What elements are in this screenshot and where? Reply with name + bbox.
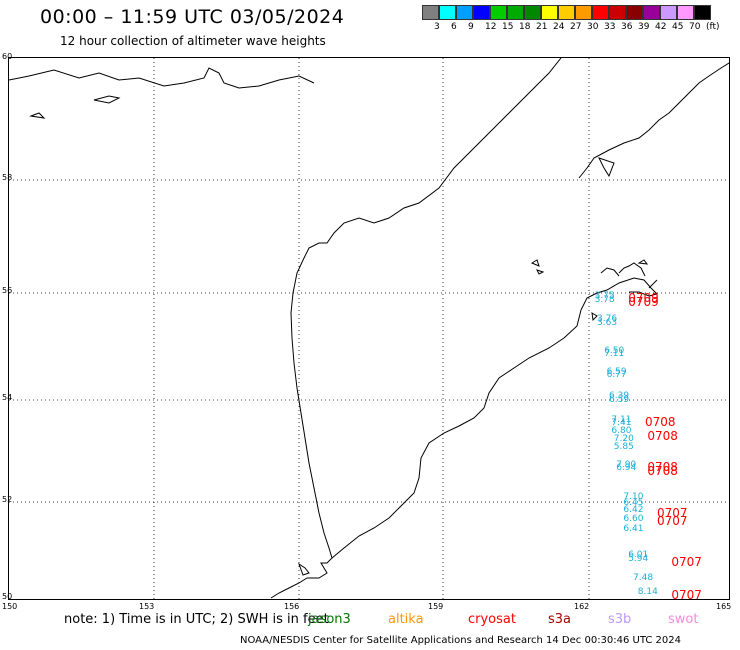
latitude-label: 50 — [2, 592, 13, 601]
wave-height-label: 6.80 — [611, 425, 632, 436]
longitude-label: 150 — [2, 602, 18, 611]
scale-label: 18 — [519, 22, 531, 32]
wave-height-label: 8.14 — [637, 587, 658, 598]
scale-swatch — [524, 5, 541, 20]
wave-height-label: 6.59 — [606, 367, 627, 378]
wave-height-label: 7.48 — [633, 572, 654, 583]
mission-legend-jason3: jason3 — [308, 612, 351, 627]
wave-height-label: 5.94 — [628, 554, 649, 565]
mission-legend-s3b: s3b — [608, 612, 632, 627]
track-time-label: 0707 — [671, 555, 702, 570]
scale-swatch — [507, 5, 524, 20]
scale-label: 3 — [434, 22, 440, 32]
wave-height-label: 6.01 — [628, 550, 649, 561]
map-subtitle: 12 hour collection of altimeter wave hei… — [60, 34, 326, 48]
latitude-label: 60 — [2, 52, 13, 61]
latitude-label: 52 — [2, 495, 13, 504]
scale-label: 27 — [570, 22, 582, 32]
wave-height-label: 6.94 — [616, 463, 637, 474]
scale-label: 33 — [604, 22, 616, 32]
wave-height-label: 6.60 — [623, 514, 644, 525]
mission-legend-altika: altika — [388, 612, 424, 627]
wave-height-label: 6.50 — [604, 345, 625, 356]
wave-height-label: 7.41 — [611, 418, 632, 429]
mission-legend-swot: swot — [668, 612, 699, 627]
scale-swatch — [422, 5, 439, 20]
scale-swatch — [609, 5, 626, 20]
longitude-label: 153 — [139, 602, 155, 611]
scale-swatch — [592, 5, 609, 20]
track-time-label: 0708 — [647, 428, 678, 443]
map-frame: 3.75 3.78 0709 0709 3.76 3.63 6.50 7.11 6.77 6.59… — [8, 57, 730, 603]
longitude-label: 165 — [716, 602, 732, 611]
scale-label: 12 — [485, 22, 497, 32]
wave-height-label: 3.75 — [594, 291, 615, 302]
track-time-label: 0709 — [628, 291, 659, 306]
scale-swatch — [677, 5, 694, 20]
scale-swatch — [473, 5, 490, 20]
scale-swatch — [626, 5, 643, 20]
map-title: 00:00 – 11:59 UTC 03/05/2024 — [40, 6, 345, 28]
mission-legend-cryosat: cryosat — [468, 612, 516, 627]
track-time-label: 0708 — [647, 464, 678, 479]
wave-height-label: 6.39 — [609, 391, 630, 402]
wave-height-label: 7.20 — [613, 433, 634, 444]
wave-height-label: 7.11 — [611, 415, 632, 426]
scale-swatch — [558, 5, 575, 20]
scale-label: 9 — [468, 22, 474, 32]
scale-label: (ft) — [706, 22, 720, 32]
longitude-label: 156 — [284, 602, 300, 611]
scale-label: 70 — [689, 22, 701, 32]
wave-height-label: 6.77 — [606, 369, 627, 380]
credit-line: NOAA/NESDIS Center for Satellite Applica… — [240, 635, 682, 646]
wave-height-label: 3.63 — [597, 318, 618, 329]
track-time-label: 0708 — [647, 460, 678, 475]
wave-height-label: 3.78 — [594, 295, 615, 306]
scale-label: 36 — [621, 22, 633, 32]
wave-height-label: 6.59 — [609, 395, 630, 406]
track-time-label: 0707 — [671, 588, 702, 603]
wave-height-label: 7.10 — [623, 491, 644, 502]
color-scale — [422, 5, 711, 20]
track-time-label: 0707 — [657, 514, 688, 529]
wave-height-label: 7.90 — [616, 460, 637, 471]
scale-swatch — [643, 5, 660, 20]
scale-label: 6 — [451, 22, 457, 32]
track-time-label: 0709 — [628, 295, 659, 310]
scale-swatch — [439, 5, 456, 20]
wave-height-label: 6.45 — [623, 497, 644, 508]
wave-height-label: 7.11 — [604, 349, 625, 360]
observation-layer: 3.75 3.78 0709 0709 3.76 3.63 6.50 7.11 6.77 6.59… — [9, 58, 729, 603]
mission-legend-s3a: s3a — [548, 612, 572, 627]
scale-swatch — [694, 5, 711, 20]
scale-label: 42 — [655, 22, 667, 32]
scale-label: 30 — [587, 22, 599, 32]
latitude-label: 58 — [2, 173, 13, 182]
gridlines — [9, 58, 729, 599]
wave-height-label: 6.41 — [623, 523, 644, 534]
scale-swatch — [660, 5, 677, 20]
wave-height-label: 3.76 — [597, 313, 618, 324]
longitude-label: 159 — [428, 602, 444, 611]
footer-note: note: 1) Time is in UTC; 2) SWH is in fe… — [64, 612, 329, 627]
coastline — [9, 58, 729, 599]
track-time-label: 0707 — [657, 505, 688, 520]
track-time-label: 0708 — [645, 415, 676, 430]
scale-swatch — [490, 5, 507, 20]
scale-label: 45 — [672, 22, 684, 32]
scale-swatch — [456, 5, 473, 20]
wave-height-label: 5.85 — [613, 442, 634, 453]
scale-swatch — [541, 5, 558, 20]
scale-label: 21 — [536, 22, 548, 32]
map-canvas — [9, 58, 729, 599]
scale-label: 39 — [638, 22, 650, 32]
latitude-label: 56 — [2, 286, 13, 295]
color-scale-labels: 3 6 9 12 15 18 21 24 27 30 33 36 39 42 45 70 (ft) — [422, 22, 740, 34]
latitude-label: 54 — [2, 393, 13, 402]
scale-label: 24 — [553, 22, 565, 32]
scale-label: 15 — [502, 22, 514, 32]
scale-swatch — [575, 5, 592, 20]
longitude-label: 162 — [574, 602, 590, 611]
wave-height-label: 6.42 — [623, 504, 644, 515]
